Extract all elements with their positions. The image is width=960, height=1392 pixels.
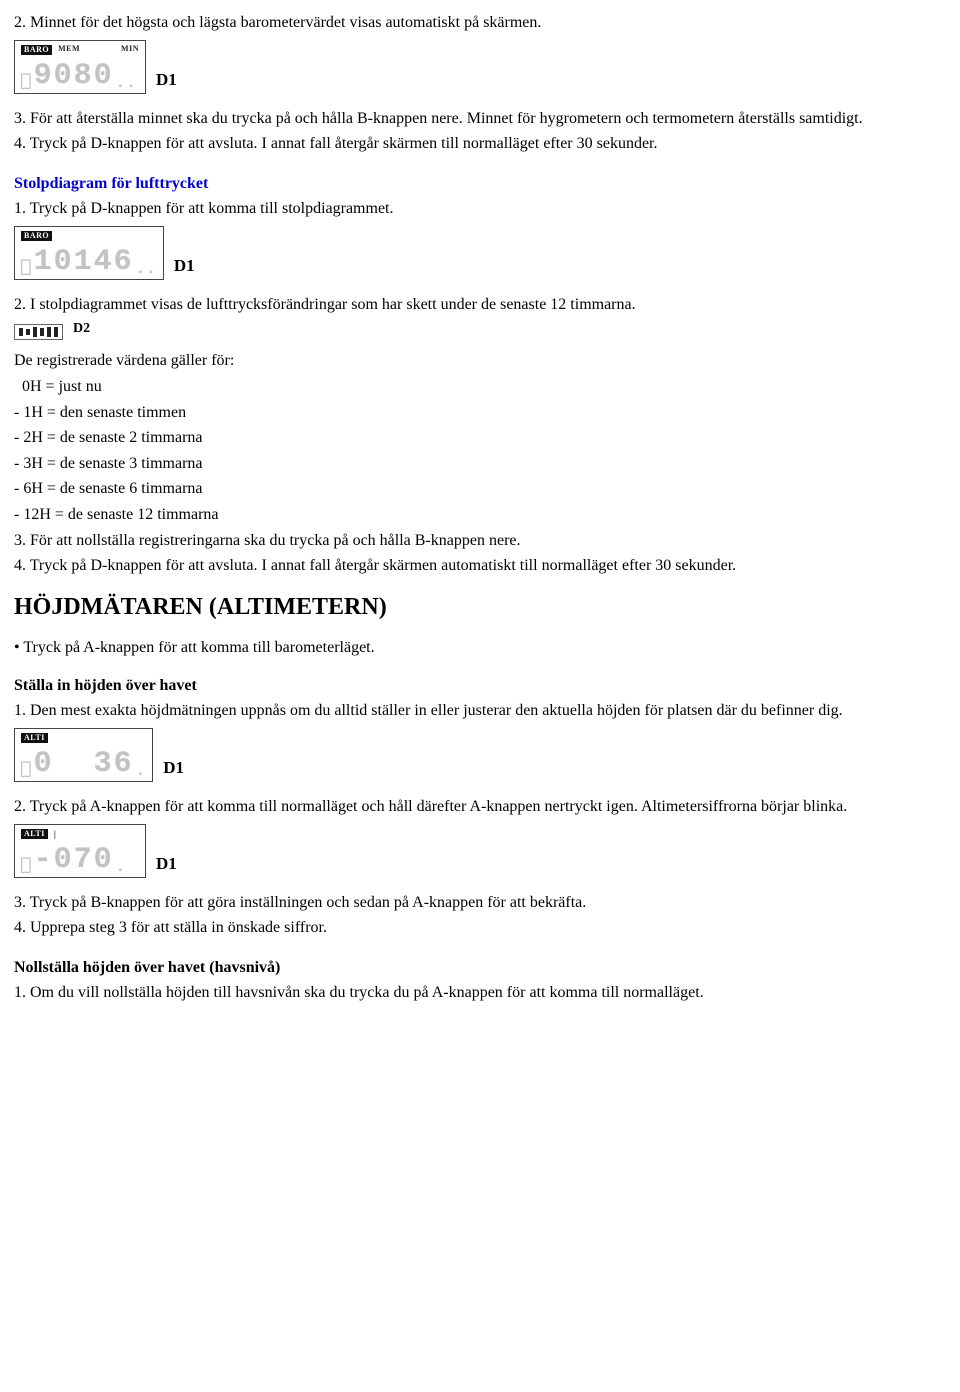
d-label: D1 xyxy=(156,69,177,94)
lcd-figure-3: D2 xyxy=(14,320,946,341)
lcd-figure-1: BARO MEM MIN ⎕ 9080 .. D1 xyxy=(14,40,946,94)
min-tag: MIN xyxy=(121,44,139,55)
baro-badge: BARO xyxy=(21,231,52,241)
para-alt-bullet: • Tryck på A-knappen för att komma till … xyxy=(14,637,946,659)
lcd-figure-4: ALTI ⎕ 0 36 . D1 xyxy=(14,728,946,782)
lcd-suffix: . xyxy=(116,859,127,875)
lcd-display: ALTI ⎕ 0 36 . xyxy=(14,728,153,782)
lcd-display: ALTI | ⎕ -070 . xyxy=(14,824,146,878)
d-label: D1 xyxy=(156,853,177,878)
bar xyxy=(47,327,51,337)
bar xyxy=(54,327,58,337)
lcd-prefix: ⎕ xyxy=(21,261,32,277)
list-0h: 0H = just nu xyxy=(14,376,946,398)
bargraph-display xyxy=(14,324,63,340)
lcd-prefix: ⎕ xyxy=(21,75,32,91)
list-6h: - 6H = de senaste 6 timmarna xyxy=(14,478,946,500)
list-1h: - 1H = den senaste timmen xyxy=(14,402,946,424)
lcd-digits: 9080 xyxy=(34,61,114,91)
lcd-figure-2: BARO ⎕ 10146 .. D1 xyxy=(14,226,946,280)
para-stolp-1: 1. Tryck på D-knappen för att komma till… xyxy=(14,198,946,220)
lcd-digits: -070 xyxy=(34,845,114,875)
lcd-prefix: ⎕ xyxy=(21,763,32,779)
d-label: D1 xyxy=(163,757,184,782)
list-12h: - 12H = de senaste 12 timmarna xyxy=(14,504,946,526)
lcd-figure-5: ALTI | ⎕ -070 . D1 xyxy=(14,824,946,878)
bar xyxy=(33,327,37,337)
alti-badge: ALTI xyxy=(21,829,48,839)
para-3: 3. För att återställa minnet ska du tryc… xyxy=(14,108,946,130)
tick-icon: | xyxy=(54,828,56,840)
d-label: D1 xyxy=(174,255,195,280)
heading-nollstalla: Nollställa höjden över havet (havsnivå) xyxy=(14,957,946,979)
heading-altimeter: HÖJDMÄTAREN (ALTIMETERN) xyxy=(14,591,946,623)
lcd-suffix: .. xyxy=(136,261,157,277)
lcd-digits: 10146 xyxy=(34,247,134,277)
para-stalla-3: 3. Tryck på B-knappen för att göra instä… xyxy=(14,892,946,914)
bar xyxy=(19,328,23,336)
para-4: 4. Tryck på D-knappen för att avsluta. I… xyxy=(14,133,946,155)
alti-badge: ALTI xyxy=(21,733,48,743)
para-stalla-1: 1. Den mest exakta höjdmätningen uppnås … xyxy=(14,700,946,722)
mem-tag: MEM xyxy=(58,44,80,55)
para-stalla-4: 4. Upprepa steg 3 för att ställa in önsk… xyxy=(14,917,946,939)
bar xyxy=(26,329,30,335)
para-stolp-2: 2. I stolpdiagrammet visas de lufttrycks… xyxy=(14,294,946,316)
heading-stalla-in: Ställa in höjden över havet xyxy=(14,675,946,697)
lcd-display: BARO ⎕ 10146 .. xyxy=(14,226,164,280)
lcd-display: BARO MEM MIN ⎕ 9080 .. xyxy=(14,40,146,94)
para-reg-3: 3. För att nollställa registreringarna s… xyxy=(14,530,946,552)
list-2h: - 2H = de senaste 2 timmarna xyxy=(14,427,946,449)
lcd-suffix: . xyxy=(136,763,147,779)
list-3h: - 3H = de senaste 3 timmarna xyxy=(14,453,946,475)
lcd-suffix: .. xyxy=(116,75,137,91)
lcd-prefix: ⎕ xyxy=(21,859,32,875)
para-2: 2. Minnet för det högsta och lägsta baro… xyxy=(14,12,946,34)
para-reg-4: 4. Tryck på D-knappen för att avsluta. I… xyxy=(14,555,946,577)
para-noll-1: 1. Om du vill nollställa höjden till hav… xyxy=(14,982,946,1004)
lcd-digits: 0 36 xyxy=(34,749,134,779)
para-stalla-2: 2. Tryck på A-knappen för att komma till… xyxy=(14,796,946,818)
d-label: D2 xyxy=(73,320,90,341)
bar xyxy=(40,328,44,336)
para-reg-intro: De registrerade värdena gäller för: xyxy=(14,350,946,372)
heading-stolpdiagram: Stolpdiagram för lufttrycket xyxy=(14,173,946,195)
baro-badge: BARO xyxy=(21,45,52,55)
